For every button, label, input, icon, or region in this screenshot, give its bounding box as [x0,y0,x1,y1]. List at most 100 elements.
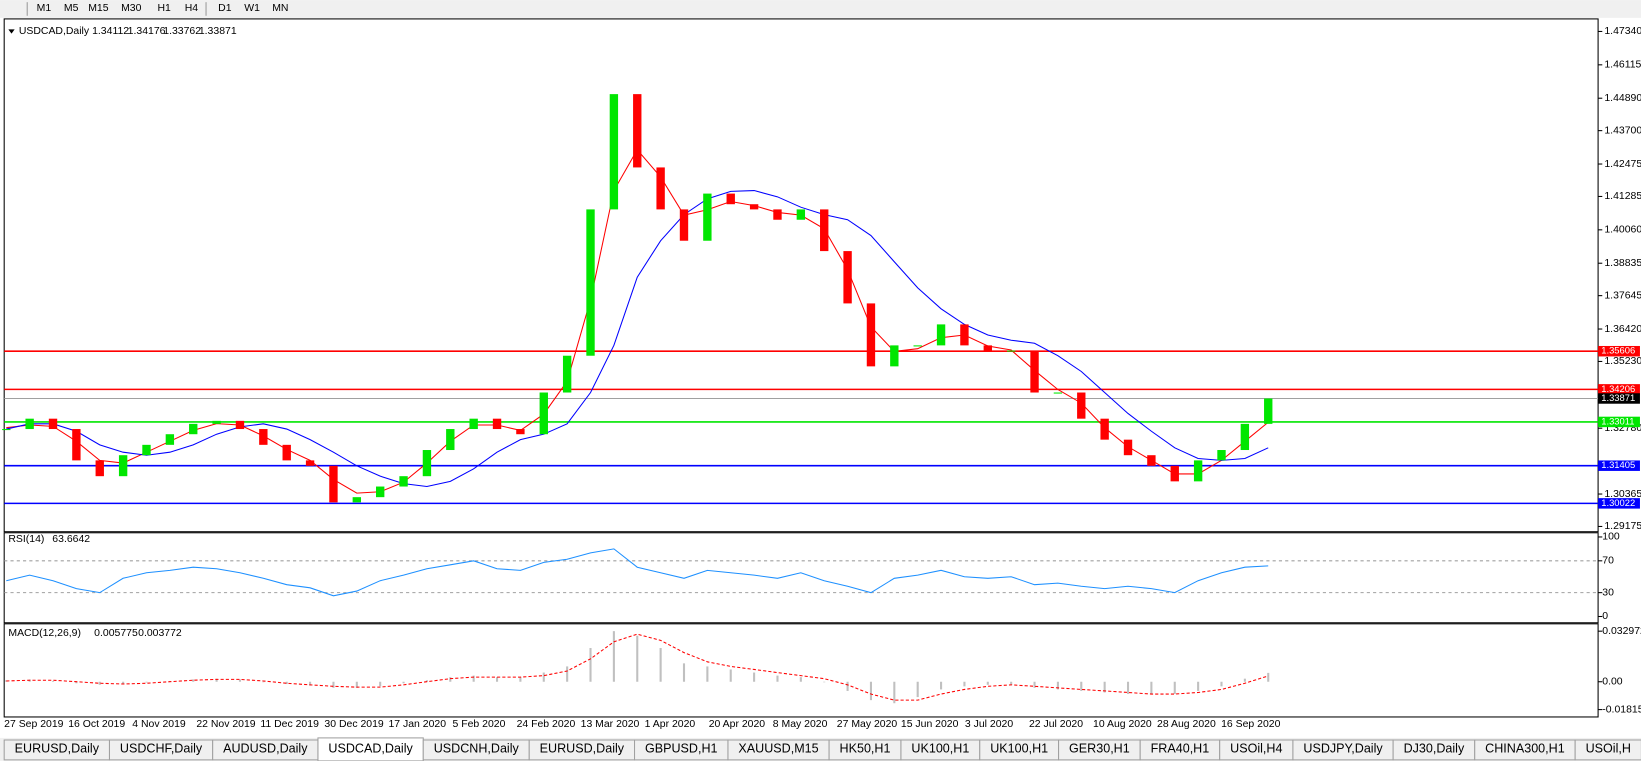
macd-bar [1243,678,1246,682]
macd-panel [3,623,1599,718]
timeframe-button[interactable]: W1 [244,3,260,14]
candle [189,423,198,435]
candle [1030,350,1039,393]
macd-bar [542,672,545,682]
candle [72,429,81,461]
tab-label[interactable]: USDCAD,Daily [328,742,413,756]
tab-label[interactable]: XAUUSD,M15 [738,742,818,756]
candle [492,418,502,430]
macd-bar [823,681,826,683]
tab-label[interactable]: USOil,H4 [1230,742,1282,756]
candle [212,420,221,424]
tab-label[interactable]: GER30,H1 [1069,742,1130,756]
candle [633,94,642,168]
tab-label[interactable]: UK100,H1 [911,742,969,756]
timeframe-button[interactable]: D1 [218,3,232,14]
candle [1100,418,1109,440]
x-tick-label: 4 Nov 2019 [132,719,186,730]
y-tick-label: 30 [1602,587,1614,598]
macd-bar [238,679,242,682]
candle [586,209,595,356]
macd-bar [51,680,55,682]
candle [820,209,829,252]
y-tick-label: -0.018154 [1602,704,1641,715]
candle [1217,450,1226,461]
candle [890,345,899,367]
macd-bar [589,648,592,682]
macd-bar [659,648,662,682]
level-label-bg [1598,416,1640,428]
y-tick-label: 1.43700 [1604,125,1641,136]
tab-label[interactable]: FRA40,H1 [1151,742,1210,756]
candle [796,209,806,220]
y-tick-label: 1.32780 [1604,423,1641,434]
timeframe-button[interactable]: MN [272,3,288,14]
macd-bar [753,672,756,682]
rsi-panel [3,532,1599,624]
tab-label[interactable]: USDCHF,Daily [120,742,203,756]
y-tick-label: 1.40060 [1604,225,1641,236]
level-label: 1.31405 [1601,459,1635,470]
moving-average [6,190,1269,488]
candle [329,465,338,503]
candle [913,345,922,347]
x-tick-label: 8 May 2020 [773,719,828,730]
candle [749,204,759,210]
macd-bar [1056,681,1059,690]
level-label: 1.33011 [1601,415,1634,426]
timeframe-button[interactable]: M15 [88,3,109,14]
y-tick-label: 0 [1602,611,1608,622]
macd-bar [1267,672,1270,682]
tab-label[interactable]: USOil,H [1586,742,1631,756]
macd-bar [1220,681,1223,687]
tab-label[interactable]: EURUSD,Daily [15,742,100,756]
x-tick-label: 16 Sep 2020 [1221,719,1280,730]
ohlc-value: 1.34112 [92,26,129,37]
tab-label[interactable]: UK100,H1 [990,742,1048,756]
candle [1053,392,1063,394]
y-tick-label: 1.42475 [1604,159,1641,170]
ohlc-value: 1.34176 [128,26,166,37]
x-tick-label: 15 Jun 2020 [901,719,959,730]
tab-label[interactable]: USDJPY,Daily [1303,742,1383,756]
candle [422,450,432,477]
tab-label[interactable]: DJ30,Daily [1404,742,1465,756]
timeframe-button[interactable]: M30 [121,3,142,14]
tab-label[interactable]: USDCNH,Daily [434,742,520,756]
candle [2,429,11,431]
panel-value: 63.6642 [52,534,90,545]
candle [843,251,852,304]
tab-label[interactable]: CHINA300,H1 [1485,742,1565,756]
macd-bar [449,677,452,682]
tab[interactable] [1574,739,1641,761]
tab-label[interactable]: GBPUSD,H1 [645,742,718,756]
macd-bar [729,669,732,682]
macd-bar [332,681,335,688]
y-tick-label: 1.37645 [1604,290,1641,301]
y-tick-label: 100 [1602,532,1620,543]
candle [539,392,548,435]
macd-bar [192,679,195,682]
macd-bar [98,681,101,685]
candle [399,476,408,487]
timeframe-button[interactable]: H1 [157,3,171,14]
candle [118,455,128,477]
tab-label[interactable]: AUDUSD,Daily [223,742,308,756]
macd-bar [519,677,522,682]
x-tick-label: 3 Jul 2020 [965,719,1013,730]
y-tick-label: 1.44890 [1604,93,1641,104]
macd-bar [1150,681,1153,695]
macd-bar [1080,681,1083,691]
tab-label[interactable]: HK50,H1 [840,742,891,756]
timeframe-button[interactable]: H4 [185,3,199,14]
level-label-bg [1598,460,1640,471]
timeframe-button[interactable]: M1 [37,3,52,14]
candle [48,418,58,430]
x-tick-label: 16 Oct 2019 [68,719,125,730]
signal-line [6,633,1269,701]
tab-label[interactable]: EURUSD,Daily [540,742,625,756]
timeframe-button[interactable]: M5 [64,3,79,14]
x-tick-label: 27 Sep 2019 [4,719,63,730]
rsi-line [6,548,1269,597]
